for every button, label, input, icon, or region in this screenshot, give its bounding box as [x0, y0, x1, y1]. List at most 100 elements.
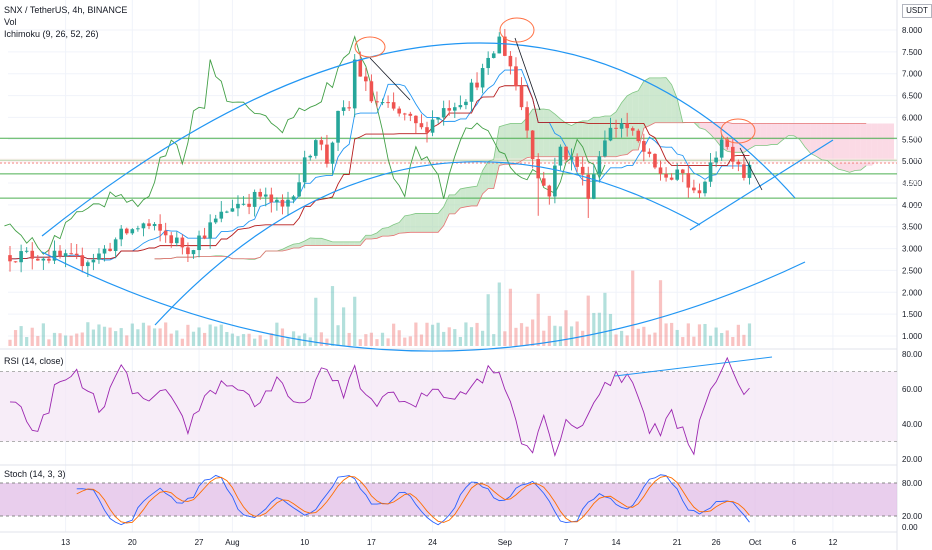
candle-body	[441, 108, 446, 118]
cloud-segment	[399, 215, 405, 234]
volume-bar	[91, 329, 95, 346]
cloud-segment	[810, 123, 817, 157]
price-badge-4710: 4.710	[904, 192, 926, 201]
rsi-label: RSI (14, close)	[4, 356, 64, 366]
cloud-segment	[582, 120, 589, 157]
arc-top	[41, 42, 796, 237]
volume-bar	[19, 326, 23, 346]
cloud-segment	[315, 238, 322, 246]
candle-body	[269, 194, 274, 203]
cloud-segment	[343, 241, 350, 246]
candle-body	[319, 140, 324, 145]
cloud-segment	[771, 123, 778, 145]
candle-body	[119, 228, 123, 240]
price-badge-5019: 5.019	[904, 153, 926, 162]
candle-body	[414, 115, 418, 124]
cloud-segment	[365, 235, 372, 240]
candle-body	[180, 237, 185, 248]
candle-body	[63, 253, 68, 257]
volume-bar	[392, 323, 396, 346]
cloud-segment	[477, 170, 483, 206]
candle-body	[614, 127, 618, 129]
cloud-segment	[866, 123, 872, 166]
candle-body	[380, 102, 385, 104]
candle-body	[286, 199, 290, 207]
candle-body	[447, 108, 452, 111]
cloud-segment	[549, 109, 555, 157]
candle-body	[408, 113, 413, 116]
candle-body	[658, 167, 663, 174]
volume-bar	[358, 339, 362, 346]
volume-bar	[152, 328, 157, 346]
candle-body	[564, 146, 568, 160]
price-tick-label: 3.000	[902, 245, 923, 254]
stoch-d-line	[76, 475, 750, 524]
ichimoku-cloud	[160, 77, 895, 260]
volume-bar	[603, 292, 607, 346]
candle-body	[391, 102, 396, 109]
currency-badge[interactable]: USDT	[902, 4, 932, 18]
price-tick-label: 6.500	[902, 92, 923, 101]
time-tick-label: 17	[367, 538, 376, 547]
volume-bar	[314, 297, 318, 346]
volume-bar	[747, 323, 752, 346]
candle-body	[247, 203, 251, 207]
volume-bar	[303, 333, 307, 346]
volume-bar	[447, 327, 451, 346]
candle-body	[52, 250, 57, 261]
volume-bar	[642, 326, 646, 346]
price-tick-label: 8.000	[902, 26, 923, 35]
volume-bar	[219, 324, 223, 346]
cloud-segment	[571, 122, 578, 157]
volume-bar	[297, 335, 301, 346]
candle-body	[152, 223, 157, 226]
cloud-segment	[304, 237, 311, 246]
volume-bar	[258, 335, 262, 346]
volume-bar	[225, 331, 229, 346]
cloud-segment	[349, 241, 355, 246]
candle-body	[202, 235, 207, 239]
cloud-segment	[760, 123, 767, 146]
price-tick-label: 6.000	[902, 113, 923, 122]
trendline-drawings	[41, 17, 834, 352]
candle-body	[736, 161, 741, 165]
candle-body	[553, 165, 557, 197]
volume-bar	[108, 327, 112, 346]
candle-body	[575, 156, 579, 167]
trendline-rising	[689, 139, 834, 231]
volume-bar	[30, 327, 34, 346]
volume-bar	[681, 337, 685, 346]
cloud-segment	[793, 123, 800, 140]
cloud-segment	[749, 123, 756, 149]
candle-body	[402, 113, 407, 115]
stoch-legend: Stoch (14, 3, 3)	[4, 468, 66, 480]
volume-bar	[564, 310, 568, 346]
cloud-segment	[538, 109, 544, 157]
cloud-segment	[821, 123, 828, 161]
volume-bar	[141, 322, 146, 346]
candle-body	[703, 181, 707, 194]
volume-bar	[664, 323, 668, 346]
candle-body	[680, 169, 685, 174]
candle-body	[369, 81, 374, 102]
candle-body	[163, 230, 168, 236]
rsi-tick-label: 20.00	[902, 455, 923, 464]
candle-body	[130, 229, 135, 234]
candle-body	[675, 169, 679, 180]
cloud-segment	[471, 186, 478, 206]
candle-body	[197, 235, 201, 251]
cloud-segment	[427, 213, 433, 233]
volume-bar	[625, 335, 629, 346]
candle-body	[41, 258, 46, 261]
price-tick-label: 5.500	[902, 135, 923, 144]
cloud-segment	[382, 227, 389, 237]
candle-body	[597, 156, 602, 175]
candle-body	[186, 247, 190, 255]
volume-bar	[581, 330, 585, 346]
volume-bar	[725, 330, 729, 346]
volume-bar	[475, 322, 479, 346]
cloud-segment	[499, 124, 505, 166]
volume-bar	[280, 328, 285, 346]
stoch-tick-label: 0.00	[902, 523, 918, 532]
